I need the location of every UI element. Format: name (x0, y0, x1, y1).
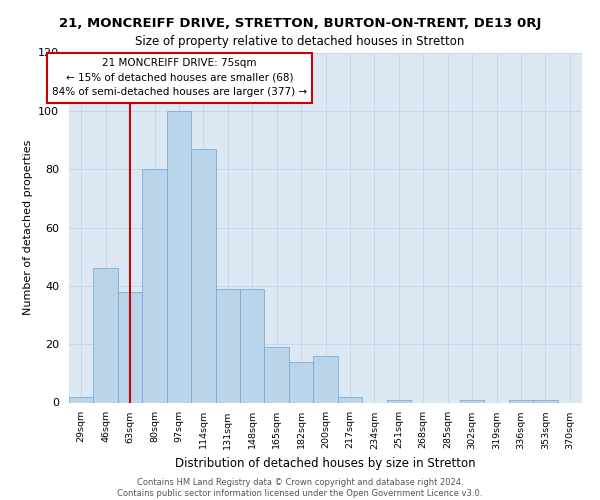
Text: Contains HM Land Registry data © Crown copyright and database right 2024.
Contai: Contains HM Land Registry data © Crown c… (118, 478, 482, 498)
Bar (118, 292, 142, 403)
Bar (142, 169, 167, 402)
Bar (289, 362, 313, 403)
Bar (215, 289, 240, 403)
Bar (533, 400, 557, 402)
Bar (167, 111, 191, 403)
Bar (460, 400, 484, 402)
Bar (69, 396, 94, 402)
Bar (509, 400, 533, 402)
X-axis label: Distribution of detached houses by size in Stretton: Distribution of detached houses by size … (175, 457, 476, 470)
Bar (313, 356, 338, 403)
Bar (94, 268, 118, 402)
Text: Size of property relative to detached houses in Stretton: Size of property relative to detached ho… (136, 35, 464, 48)
Bar (386, 400, 411, 402)
Y-axis label: Number of detached properties: Number of detached properties (23, 140, 32, 315)
Bar (338, 396, 362, 402)
Text: 21, MONCREIFF DRIVE, STRETTON, BURTON-ON-TRENT, DE13 0RJ: 21, MONCREIFF DRIVE, STRETTON, BURTON-ON… (59, 18, 541, 30)
Bar (191, 149, 215, 403)
Text: 21 MONCREIFF DRIVE: 75sqm
← 15% of detached houses are smaller (68)
84% of semi-: 21 MONCREIFF DRIVE: 75sqm ← 15% of detac… (52, 58, 307, 98)
Bar (240, 289, 265, 403)
Bar (265, 347, 289, 403)
